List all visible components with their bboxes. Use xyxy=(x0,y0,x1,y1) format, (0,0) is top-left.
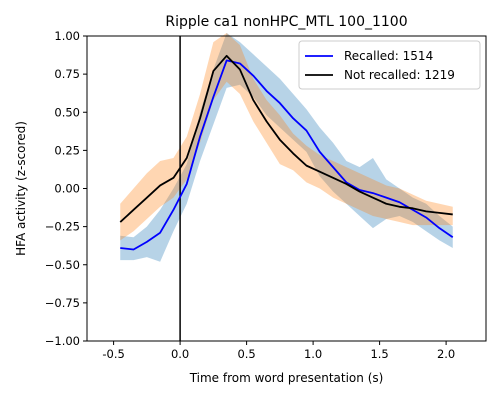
y-axis-ticks: −1.00 −0.75 −0.50 −0.25 0.00 0.25 0.50 0.75 1.00 xyxy=(45,29,87,348)
legend-box xyxy=(298,40,481,90)
y-tick-label: 0.00 xyxy=(54,182,80,196)
y-tick-label: 0.25 xyxy=(54,143,80,157)
legend: Recalled: 1514 Not recalled: 1219 xyxy=(298,40,481,90)
confidence-bands xyxy=(120,32,453,262)
legend-label-not-recalled: Not recalled: 1219 xyxy=(344,68,455,82)
x-tick-label: 1.0 xyxy=(304,347,322,361)
x-axis-label: Time from word presentation (s) xyxy=(189,371,384,385)
series-line-recalled xyxy=(120,59,454,251)
x-tick-label: 0.0 xyxy=(171,347,189,361)
series-lines xyxy=(119,54,454,251)
series-line-not-recalled xyxy=(119,54,453,223)
x-tick-label: 2.0 xyxy=(437,347,455,361)
y-axis-label: HFA activity (z-scored) xyxy=(14,121,28,256)
x-tick-label: 0.5 xyxy=(237,347,255,361)
y-tick-label: −0.50 xyxy=(45,258,80,272)
y-tick-label: 1.00 xyxy=(54,29,80,43)
chart-title: Ripple ca1 nonHPC_MTL 100_1100 xyxy=(165,14,407,30)
x-tick-label: 1.5 xyxy=(370,347,388,361)
y-tick-label: −0.25 xyxy=(45,220,80,234)
band-not-recalled xyxy=(120,32,453,241)
legend-label-recalled: Recalled: 1514 xyxy=(344,49,433,63)
x-tick-label: -0.5 xyxy=(102,347,124,361)
y-tick-label: −1.00 xyxy=(45,334,80,348)
y-tick-label: −0.75 xyxy=(45,296,80,310)
y-tick-label: 0.50 xyxy=(54,105,80,119)
y-tick-label: 0.75 xyxy=(54,67,80,81)
band-recalled xyxy=(120,32,453,262)
x-axis-ticks: -0.5 0.0 0.5 1.0 1.5 2.0 xyxy=(102,341,455,361)
